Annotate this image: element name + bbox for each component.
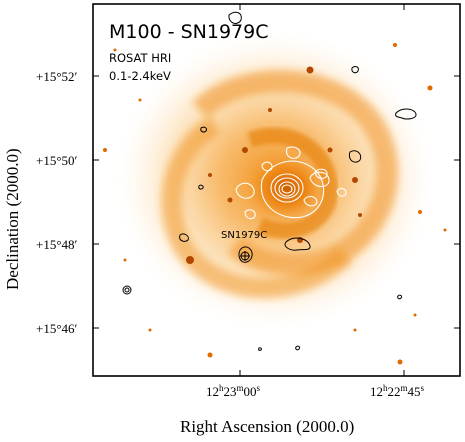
y-axis-label: Declination (2000.0) [3,148,22,290]
source-label: SN1979C [221,230,267,241]
y-ticks [93,75,460,329]
instrument-label: ROSAT HRI [109,51,171,65]
contours-outer [122,11,417,351]
y-tick-label: +15°52′ [36,69,78,84]
field-stars [103,43,447,365]
figure-title: M100 - SN1979C [109,21,269,43]
y-tick-label: +15°46′ [36,321,78,336]
y-tick-label: +15°50′ [36,153,78,168]
sn1979c-marker [240,251,250,261]
galaxy-image [93,4,460,376]
x-ticks [239,4,405,376]
plot-frame [92,3,461,377]
y-tick-label: +15°48′ [36,237,78,252]
x-tick-label: 12h23m00s [206,383,261,399]
x-axis-label: Right Ascension (2000.0) [180,417,354,436]
energy-band-label: 0.1-2.4keV [109,69,171,83]
hii-knots [186,66,362,264]
x-tick-label: 12h22m45s [370,383,425,399]
contours-inner [235,146,347,220]
